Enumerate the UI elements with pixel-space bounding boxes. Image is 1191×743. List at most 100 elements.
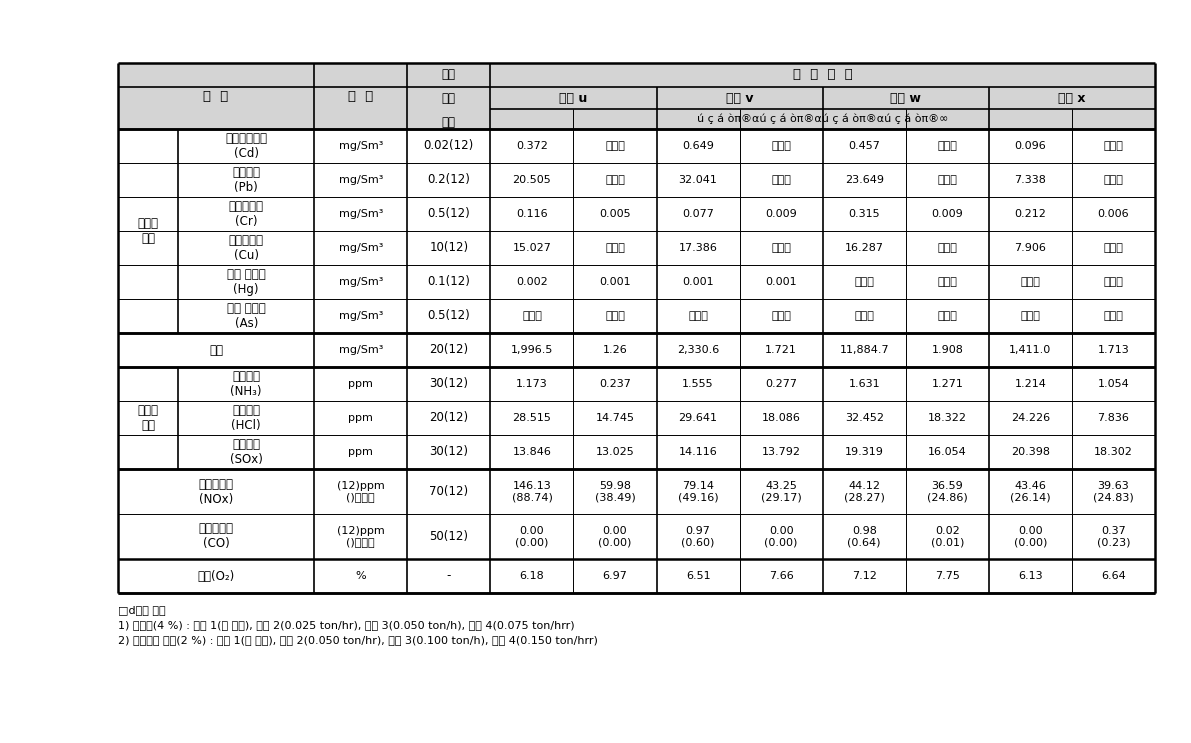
Text: 7.75: 7.75: [935, 571, 960, 581]
Text: 13.792: 13.792: [762, 447, 800, 457]
Text: 15.027: 15.027: [512, 243, 551, 253]
Text: 79.14
(49.16): 79.14 (49.16): [678, 481, 718, 502]
Text: 불검출: 불검출: [522, 311, 542, 321]
Text: mg/Sm³: mg/Sm³: [338, 277, 384, 287]
Text: 불검출: 불검출: [1104, 311, 1123, 321]
Text: 0.315: 0.315: [848, 209, 880, 219]
Text: ppm: ppm: [348, 413, 373, 423]
Text: 0.00
(0.00): 0.00 (0.00): [516, 526, 549, 548]
Text: 28.515: 28.515: [512, 413, 551, 423]
Bar: [118, 63, 1155, 129]
Text: 크롬화합물
(Cr): 크롬화합물 (Cr): [229, 200, 263, 228]
Text: 2) 악액세정 폐수(2 %) : 조건 1(미 투입), 조건 2(0.050 ton/hr), 조건 3(0.100 ton/h), 조건 4(0.150 : 2) 악액세정 폐수(2 %) : 조건 1(미 투입), 조건 2(0.050…: [118, 635, 598, 645]
Text: 황산화물
(SOx): 황산화물 (SOx): [230, 438, 263, 466]
Text: %: %: [355, 571, 366, 581]
Text: 조건 w: 조건 w: [891, 91, 921, 105]
Text: 입자상
물질: 입자상 물질: [138, 217, 158, 245]
Text: mg/Sm³: mg/Sm³: [338, 175, 384, 185]
Text: 불검출: 불검출: [772, 311, 791, 321]
Text: mg/Sm³: mg/Sm³: [338, 141, 384, 151]
Text: 6.64: 6.64: [1102, 571, 1125, 581]
Text: 39.63
(24.83): 39.63 (24.83): [1093, 481, 1134, 502]
Text: 0.97
(0.60): 0.97 (0.60): [681, 526, 715, 548]
Text: (12)ppm
()실측값: (12)ppm ()실측값: [337, 481, 385, 502]
Text: 불검출: 불검출: [605, 175, 625, 185]
Text: 0.001: 0.001: [682, 277, 713, 287]
Text: 0.096: 0.096: [1015, 141, 1046, 151]
Text: 6.13: 6.13: [1018, 571, 1042, 581]
Text: 카드뮴화합물
(Cd): 카드뮴화합물 (Cd): [225, 132, 267, 160]
Text: 불검출: 불검출: [1104, 141, 1123, 151]
Text: 불검출: 불검출: [605, 141, 625, 151]
Text: 1.214: 1.214: [1015, 379, 1047, 389]
Text: 불검출: 불검출: [937, 243, 958, 253]
Text: 1.173: 1.173: [516, 379, 548, 389]
Text: 0.98
(0.64): 0.98 (0.64): [848, 526, 881, 548]
Text: 6.97: 6.97: [603, 571, 628, 581]
Text: 14.745: 14.745: [596, 413, 635, 423]
Text: ppm: ppm: [348, 379, 373, 389]
Text: mg/Sm³: mg/Sm³: [338, 243, 384, 253]
Text: 0.001: 0.001: [599, 277, 631, 287]
Text: 43.25
(29.17): 43.25 (29.17): [761, 481, 802, 502]
Text: 146.13
(88.74): 146.13 (88.74): [511, 481, 553, 502]
Text: 18.302: 18.302: [1095, 447, 1133, 457]
Text: 염화수소
(HCl): 염화수소 (HCl): [231, 404, 261, 432]
Text: 20.505: 20.505: [512, 175, 551, 185]
Text: 0.37
(0.23): 0.37 (0.23): [1097, 526, 1130, 548]
Text: 50(12): 50(12): [430, 530, 468, 543]
Text: 1.271: 1.271: [931, 379, 964, 389]
Text: 19.319: 19.319: [844, 447, 884, 457]
Text: 0.001: 0.001: [766, 277, 797, 287]
Text: 0.009: 0.009: [766, 209, 797, 219]
Text: 13.025: 13.025: [596, 447, 635, 457]
Text: 암모니아
(NH₃): 암모니아 (NH₃): [230, 370, 262, 398]
Text: 불검출: 불검출: [1021, 277, 1040, 287]
Text: 30(12): 30(12): [430, 446, 468, 458]
Text: 36.59
(24.86): 36.59 (24.86): [927, 481, 968, 502]
Text: 29.641: 29.641: [679, 413, 718, 423]
Text: 0.277: 0.277: [765, 379, 797, 389]
Text: 산소(O₂): 산소(O₂): [198, 569, 235, 583]
Text: -: -: [447, 569, 451, 583]
Text: 0.02
(0.01): 0.02 (0.01): [930, 526, 964, 548]
Text: 18.086: 18.086: [762, 413, 800, 423]
Text: 구리화합물
(Cu): 구리화합물 (Cu): [229, 234, 263, 262]
Text: 59.98
(38.49): 59.98 (38.49): [594, 481, 635, 502]
Text: 17.386: 17.386: [679, 243, 717, 253]
Text: 1,411.0: 1,411.0: [1009, 345, 1052, 355]
Text: 조건 u: 조건 u: [560, 91, 587, 105]
Text: 불검출: 불검출: [772, 141, 791, 151]
Text: 비소 화합물
(As): 비소 화합물 (As): [226, 302, 266, 330]
Text: 불검출: 불검출: [1104, 243, 1123, 253]
Text: 불검출: 불검출: [688, 311, 707, 321]
Text: 30(12): 30(12): [430, 377, 468, 391]
Text: 6.51: 6.51: [686, 571, 710, 581]
Text: 1.713: 1.713: [1098, 345, 1129, 355]
Text: 1.908: 1.908: [931, 345, 964, 355]
Text: 6.18: 6.18: [519, 571, 544, 581]
Text: 먼지: 먼지: [210, 343, 223, 357]
Text: 배출: 배출: [442, 68, 456, 82]
Text: 0.00
(0.00): 0.00 (0.00): [1014, 526, 1047, 548]
Text: 단  위: 단 위: [348, 89, 374, 103]
Text: 불검출: 불검출: [605, 243, 625, 253]
Text: 2,330.6: 2,330.6: [676, 345, 719, 355]
Text: 불검출: 불검출: [1104, 175, 1123, 185]
Text: 1.631: 1.631: [848, 379, 880, 389]
Text: 20(12): 20(12): [429, 343, 468, 357]
Text: 일산화탄소
(CO): 일산화탄소 (CO): [199, 522, 233, 551]
Text: 18.322: 18.322: [928, 413, 967, 423]
Text: 20(12): 20(12): [429, 412, 468, 424]
Text: 0.00
(0.00): 0.00 (0.00): [598, 526, 631, 548]
Text: 24.226: 24.226: [1011, 413, 1050, 423]
Text: 0.212: 0.212: [1015, 209, 1047, 219]
Text: 1.054: 1.054: [1098, 379, 1129, 389]
Text: 43.46
(26.14): 43.46 (26.14): [1010, 481, 1050, 502]
Text: 32.452: 32.452: [844, 413, 884, 423]
Text: 허용: 허용: [442, 92, 456, 106]
Text: ppm: ppm: [348, 447, 373, 457]
Text: 불검출: 불검출: [854, 277, 874, 287]
Text: 불검출: 불검출: [1021, 311, 1040, 321]
Text: 32.041: 32.041: [679, 175, 717, 185]
